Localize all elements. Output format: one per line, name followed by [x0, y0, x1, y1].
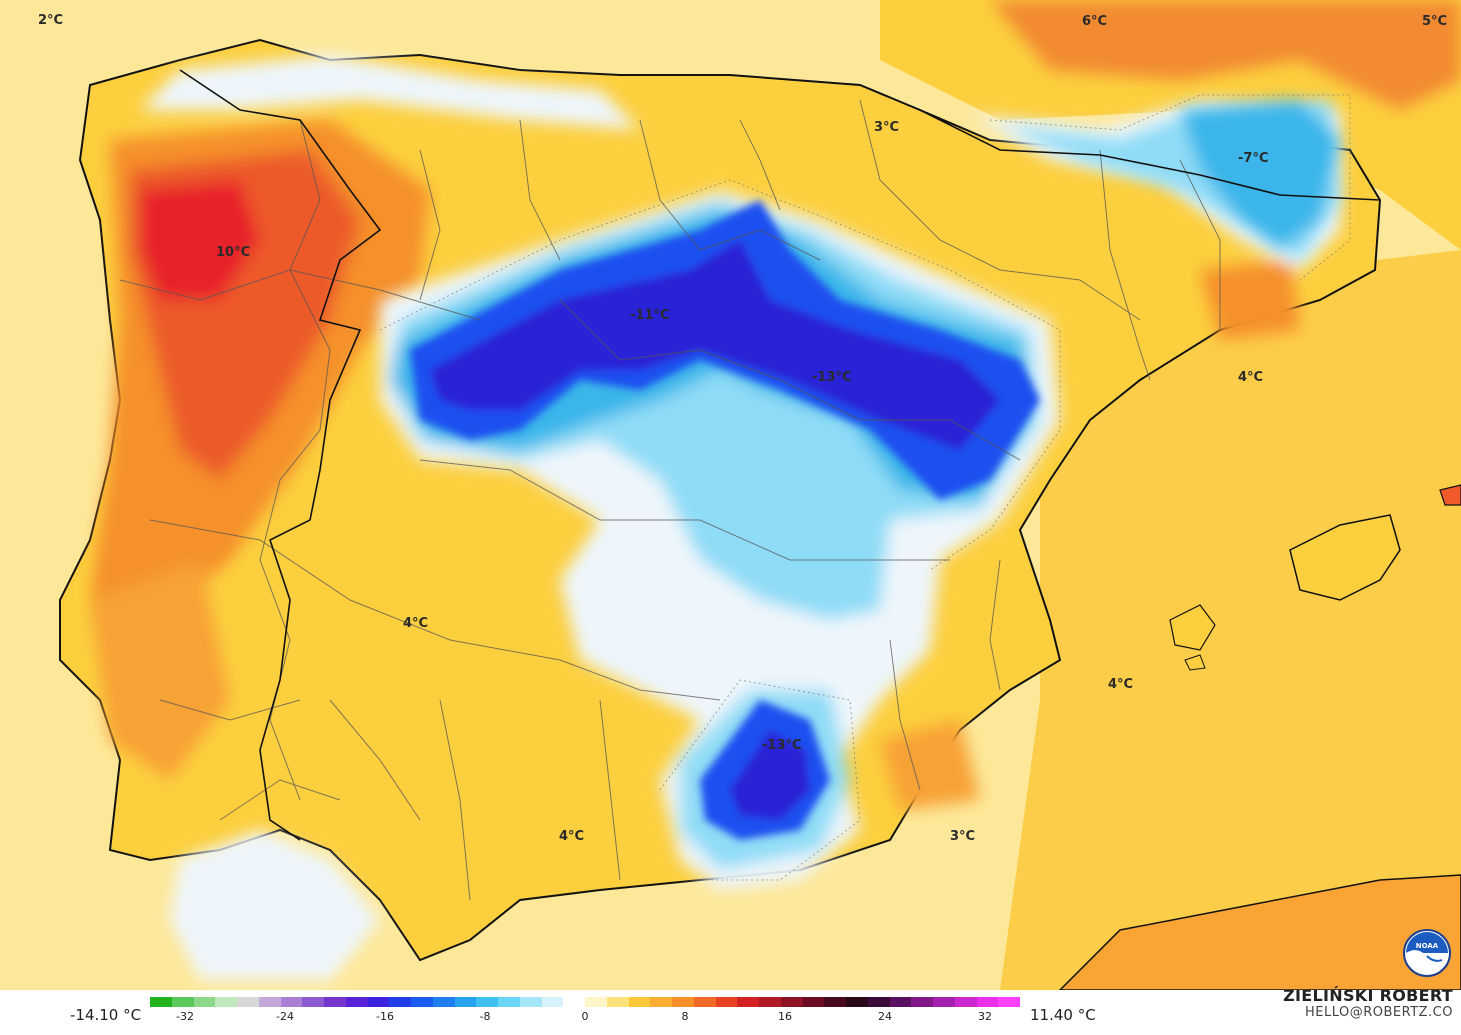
region-borders: [119, 99, 1221, 901]
legend-swatch: [171, 997, 194, 1007]
central-deep-zone: [430, 240, 1000, 450]
mallorca-island: [1289, 514, 1401, 601]
label-sierra-nevada: -13°C: [762, 738, 802, 753]
noaa-logo: NOAA: [1403, 929, 1451, 977]
legend-tick-label: 32: [978, 1010, 992, 1023]
formentera-island: [1184, 654, 1206, 671]
legend-swatch: [628, 997, 651, 1007]
legend-swatch: [889, 997, 912, 1007]
legend-swatch: [498, 997, 520, 1007]
legend-swatch: [693, 997, 716, 1007]
legend-tick-label: -32: [176, 1010, 194, 1023]
legend-swatch: [411, 997, 433, 1007]
legend-swatch: [933, 997, 955, 1007]
legend-swatch: [324, 997, 346, 1007]
label-galicia: 10°C: [216, 245, 250, 260]
label-ne-corner: 5°C: [1422, 14, 1447, 29]
legend-swatch: [824, 997, 846, 1007]
legend-tick-label: -8: [479, 1010, 491, 1023]
legend-swatch: [998, 997, 1020, 1007]
legend-tick-label: 8: [681, 1010, 689, 1023]
legend-swatch: [389, 997, 411, 1007]
legend-swatch: [954, 997, 977, 1007]
legend-swatch: [345, 997, 368, 1007]
legend-swatch: [715, 997, 738, 1007]
legend-swatch: [280, 997, 303, 1007]
noaa-logo-text: NOAA: [1416, 942, 1439, 950]
south-deep-zone: [730, 730, 810, 820]
legend-swatch: [672, 997, 694, 1007]
legend-swatch: [585, 997, 607, 1007]
contour-lines: [379, 94, 1351, 881]
national-border: [179, 69, 382, 841]
author-email: HELLO@ROBERTZ.CO: [1304, 1005, 1453, 1020]
legend-swatch: [215, 997, 237, 1007]
legend-color-bar: [150, 997, 1020, 1007]
galicia-hot-zone: [140, 180, 260, 300]
temperature-labels: 2°C 6°C 5°C 3°C -7°C 10°C -11°C -13°C 4°…: [38, 13, 1447, 844]
legend-swatch: [150, 997, 172, 1007]
label-cantabria: 3°C: [874, 120, 899, 135]
legend-tick-label: -24: [276, 1010, 294, 1023]
legend-swatch: [606, 997, 629, 1007]
legend-tick-label: -16: [376, 1010, 394, 1023]
color-scale-legend: -14.10 °C -32 -24 -16 -8 0 8 16 24 32 11.40 °C Z…: [0, 986, 1461, 1035]
label-iberico: -13°C: [812, 370, 852, 385]
legend-ticks: -32 -24 -16 -8 0 8 16 24 32: [150, 1010, 1020, 1026]
legend-swatch: [867, 997, 890, 1007]
label-murcia: 3°C: [950, 829, 975, 844]
legend-swatch: [911, 997, 933, 1007]
legend-swatch: [237, 997, 259, 1007]
temperature-map: 2°C 6°C 5°C 3°C -7°C 10°C -11°C -13°C 4°…: [0, 0, 1461, 990]
murcia-orange: [880, 720, 980, 810]
legend-swatch: [737, 997, 759, 1007]
warm-sea-east: [1000, 250, 1461, 990]
pyrenees-midblue: [1180, 100, 1340, 250]
label-ebro: -7°C: [1238, 151, 1268, 166]
legend-tick-label: 0: [581, 1010, 589, 1023]
legend-swatch: [846, 997, 868, 1007]
menorca-island: [1439, 484, 1461, 506]
legend-tick-label: 16: [778, 1010, 792, 1023]
label-nw-corner: 2°C: [38, 13, 63, 28]
ibiza-island: [1169, 604, 1216, 651]
sw-coast-white: [170, 830, 380, 980]
label-castilla: -11°C: [630, 308, 670, 323]
legend-swatch: [454, 997, 477, 1007]
label-catalonia-coast: 4°C: [1238, 370, 1263, 385]
label-extremadura: 4°C: [403, 616, 428, 631]
legend-swatch: [193, 997, 216, 1007]
south-west-orange: [90, 560, 230, 780]
legend-swatch: [432, 997, 455, 1007]
east-orange-blotch: [1200, 260, 1300, 340]
africa-land: [1058, 874, 1461, 990]
legend-swatch: [759, 997, 781, 1007]
legend-swatch: [780, 997, 803, 1007]
legend-swatch: [258, 997, 281, 1007]
legend-swatch: [563, 997, 585, 1007]
legend-swatch: [519, 997, 542, 1007]
legend-min-value: -14.10 °C: [70, 1006, 142, 1024]
north-coast-white: [140, 55, 640, 130]
legend-swatch: [367, 997, 390, 1007]
label-pyrenees-north: 6°C: [1082, 14, 1107, 29]
france-orange: [990, 0, 1461, 110]
legend-swatch: [541, 997, 564, 1007]
author-name: ZIELIŃSKI ROBERT: [1283, 986, 1453, 1005]
legend-tick-label: 24: [878, 1010, 892, 1023]
label-andalucia: 4°C: [559, 829, 584, 844]
legend-swatch: [302, 997, 324, 1007]
legend-swatch: [802, 997, 825, 1007]
legend-swatch: [976, 997, 999, 1007]
author-credit: ZIELIŃSKI ROBERT HELLO@ROBERTZ.CO: [1283, 986, 1453, 1020]
legend-swatch: [476, 997, 498, 1007]
label-balearic-sea: 4°C: [1108, 677, 1133, 692]
legend-swatch: [650, 997, 672, 1007]
france-border: [919, 109, 1381, 201]
legend-max-value: 11.40 °C: [1030, 1006, 1096, 1024]
